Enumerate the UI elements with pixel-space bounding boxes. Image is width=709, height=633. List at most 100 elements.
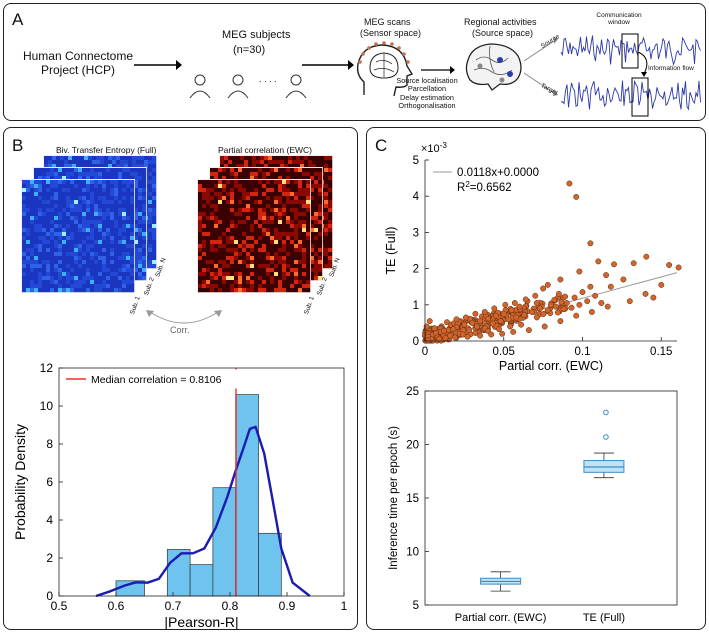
matrix-cell xyxy=(74,276,79,281)
matrix-cell xyxy=(202,216,207,221)
matrix-cell xyxy=(218,256,223,261)
matrix-cell xyxy=(238,196,243,201)
matrix-cell xyxy=(274,216,279,221)
matrix-cell xyxy=(316,156,321,161)
matrix-cell xyxy=(90,172,95,177)
matrix-cell xyxy=(258,208,263,213)
matrix-cell xyxy=(250,236,255,241)
matrix-cell xyxy=(274,288,279,293)
matrix-cell xyxy=(52,160,57,165)
matrix-cell xyxy=(114,280,119,285)
matrix-cell xyxy=(78,284,83,289)
matrix-cell xyxy=(106,244,111,249)
matrix-cell xyxy=(110,268,115,273)
matrix-cell xyxy=(62,168,67,173)
matrix-cell xyxy=(82,224,87,229)
matrix-cell xyxy=(66,196,71,201)
matrix-cell xyxy=(78,268,83,273)
matrix-cell xyxy=(130,276,135,281)
matrix-cell xyxy=(254,284,259,289)
matrix-cell xyxy=(230,220,235,225)
matrix-cell xyxy=(122,268,127,273)
matrix-cell xyxy=(94,168,99,173)
matrix-cell xyxy=(242,268,247,273)
matrix-cell xyxy=(328,164,333,169)
matrix-cell xyxy=(86,172,91,177)
matrix-cell xyxy=(298,196,303,201)
matrix-cell xyxy=(122,184,127,189)
matrix-cell xyxy=(218,272,223,277)
matrix-cell xyxy=(118,168,123,173)
matrix-cell xyxy=(142,180,147,185)
matrix-cell xyxy=(266,216,271,221)
matrix-cell xyxy=(62,256,67,261)
matrix-cell xyxy=(134,228,139,233)
matrix-cell xyxy=(152,220,157,225)
matrix-cell xyxy=(152,240,157,245)
matrix-cell xyxy=(318,196,323,201)
matrix-cell xyxy=(266,208,271,213)
matrix-cell xyxy=(54,272,59,277)
matrix-cell xyxy=(70,212,75,217)
matrix-cell xyxy=(26,208,31,213)
matrix-cell xyxy=(130,168,135,173)
matrix-cell xyxy=(280,164,285,169)
matrix-cell xyxy=(138,184,143,189)
matrix-cell xyxy=(234,224,239,229)
matrix-cell xyxy=(312,156,317,161)
matrix-cell xyxy=(242,192,247,197)
matrix-cell xyxy=(22,264,27,269)
matrix-cell xyxy=(94,272,99,277)
matrix-cell xyxy=(38,288,43,293)
matrix-cell xyxy=(246,224,251,229)
matrix-cell xyxy=(54,224,59,229)
y-tick-label: 8 xyxy=(46,437,53,451)
matrix-cell xyxy=(254,268,259,273)
matrix-cell xyxy=(242,236,247,241)
matrix-cell xyxy=(310,208,315,213)
matrix-cell xyxy=(286,284,291,289)
matrix-cell xyxy=(74,180,79,185)
matrix-cell xyxy=(94,248,99,253)
matrix-cell xyxy=(46,232,51,237)
matrix-cell xyxy=(70,276,75,281)
matrix-cell xyxy=(70,168,75,173)
matrix-cell xyxy=(242,240,247,245)
comm-window-line2: window xyxy=(608,19,630,26)
matrix-cell xyxy=(124,164,129,169)
matrix-cell xyxy=(262,200,267,205)
matrix-cell xyxy=(82,196,87,201)
matrix-cell xyxy=(42,244,47,249)
matrix-cell xyxy=(114,212,119,217)
matrix-cell xyxy=(34,260,39,265)
matrix-cell xyxy=(34,284,39,289)
matrix-cell xyxy=(230,172,235,177)
matrix-cell xyxy=(106,172,111,177)
matrix-cell xyxy=(110,260,115,265)
matrix-cell xyxy=(234,220,239,225)
matrix-cell xyxy=(198,280,203,285)
matrix-cell xyxy=(278,192,283,197)
matrix-cell xyxy=(70,268,75,273)
matrix-cell xyxy=(50,236,55,241)
matrix-cell xyxy=(302,188,307,193)
matrix-cell xyxy=(82,240,87,245)
matrix-cell xyxy=(302,216,307,221)
matrix-layer xyxy=(21,179,135,293)
matrix-cell xyxy=(306,192,311,197)
matrix-cell xyxy=(54,240,59,245)
matrix-cell xyxy=(250,172,255,177)
matrix-cell xyxy=(298,256,303,261)
matrix-cell xyxy=(252,164,257,169)
matrix-cell xyxy=(298,204,303,209)
matrix-cell xyxy=(110,224,115,229)
matrix-cell xyxy=(34,288,39,293)
matrix-cell xyxy=(198,288,203,293)
matrix-cell xyxy=(274,180,279,185)
matrix-cell xyxy=(102,280,107,285)
matrix-cell xyxy=(220,164,225,169)
matrix-cell xyxy=(198,264,203,269)
matrix-cell xyxy=(202,188,207,193)
matrix-cell xyxy=(218,176,223,181)
